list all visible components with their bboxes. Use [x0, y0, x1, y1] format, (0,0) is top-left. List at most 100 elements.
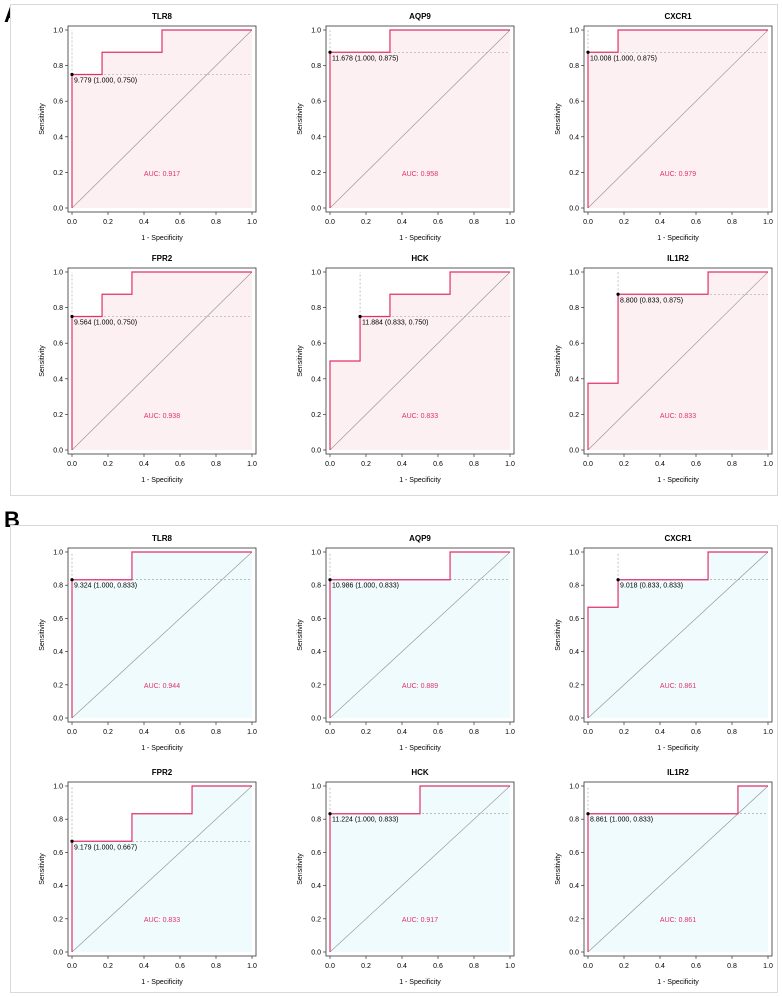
plot-frame	[325, 267, 515, 455]
best-point-marker	[328, 50, 332, 54]
x-axis-label: 1 - Specificity	[399, 235, 441, 242]
y-tick-label: 0.4	[53, 883, 63, 890]
y-axis-label: Sensitivity	[555, 853, 562, 885]
roc-svg: IL1R2 8.861 (1.000, 0.833) AUC: 0.861 0.0 0.…	[555, 768, 773, 986]
x-tick-label: 0.2	[103, 729, 113, 736]
y-tick-label: 0.8	[311, 305, 321, 312]
x-tick-label: 0.8	[469, 963, 479, 970]
y-axis-label: Sensitivity	[297, 103, 304, 135]
chart-title: FPR2	[152, 254, 173, 263]
x-tick-label: 0.4	[655, 219, 665, 226]
auc-label: AUC: 0.861	[660, 917, 696, 924]
plot-frame	[325, 781, 515, 957]
x-tick-label: 1.0	[247, 219, 257, 226]
y-axis-label: Sensitivity	[555, 103, 562, 135]
y-axis-label: Sensitivity	[39, 103, 46, 135]
chart-title: FPR2	[152, 768, 173, 777]
best-point-marker	[328, 578, 332, 582]
y-tick-label: 0.6	[569, 99, 579, 106]
best-point-label: 10.986 (1.000, 0.833)	[332, 583, 399, 590]
y-axis-label: Sensitivity	[555, 345, 562, 377]
x-tick-label: 0.4	[139, 461, 149, 468]
y-tick-label: 0.2	[311, 916, 321, 923]
roc-svg: AQP9 11.678 (1.000, 0.875) AUC: 0.958 0.0 0.…	[297, 12, 515, 242]
y-axis-label: Sensitivity	[39, 853, 46, 885]
y-tick-label: 0.8	[53, 583, 63, 590]
best-point-marker	[616, 292, 620, 296]
y-tick-label: 1.0	[53, 550, 63, 557]
roc-curve-line	[329, 271, 510, 450]
roc-chart-b-cxcr1: CXCR1 9.018 (0.833, 0.833) AUC: 0.861 0.0 0.…	[536, 528, 782, 756]
plot-frame	[325, 25, 515, 213]
x-tick-label: 0.0	[325, 729, 335, 736]
x-tick-label: 0.2	[103, 461, 113, 468]
diagonal-reference-line	[71, 29, 253, 209]
y-tick-label: 0.2	[53, 916, 63, 923]
y-tick-label: 0.0	[569, 950, 579, 957]
best-point-label: 10.008 (1.000, 0.875)	[590, 55, 657, 62]
auc-label: AUC: 0.861	[660, 683, 696, 690]
x-tick-label: 0.4	[655, 461, 665, 468]
y-tick-label: 0.4	[311, 649, 321, 656]
auc-label: AUC: 0.833	[402, 413, 438, 420]
y-tick-label: 1.0	[53, 270, 63, 277]
y-tick-label: 1.0	[569, 784, 579, 791]
y-tick-label: 0.6	[53, 850, 63, 857]
y-tick-label: 0.0	[53, 206, 63, 213]
x-tick-label: 0.0	[583, 219, 593, 226]
x-tick-label: 0.0	[583, 729, 593, 736]
y-tick-label: 0.0	[53, 716, 63, 723]
roc-chart-b-il1r2: IL1R2 8.861 (1.000, 0.833) AUC: 0.861 0.0 0.…	[536, 762, 782, 990]
best-point-label: 11.884 (0.833, 0.750)	[362, 320, 428, 327]
best-point-label: 9.179 (1.000, 0.667)	[74, 844, 137, 851]
x-tick-label: 1.0	[763, 219, 773, 226]
x-axis-label: 1 - Specificity	[141, 477, 183, 484]
best-point-label: 9.564 (1.000, 0.750)	[74, 320, 137, 327]
x-tick-label: 0.2	[619, 729, 629, 736]
y-tick-label: 0.6	[311, 341, 321, 348]
diagonal-reference-line	[587, 551, 769, 719]
roc-svg: CXCR1 10.008 (1.000, 0.875) AUC: 0.979 0.0 0…	[555, 12, 773, 242]
x-tick-label: 0.4	[397, 461, 407, 468]
y-tick-label: 0.8	[569, 63, 579, 70]
x-tick-label: 0.0	[325, 461, 335, 468]
diagonal-reference-line	[587, 271, 769, 451]
x-tick-label: 0.2	[619, 461, 629, 468]
x-tick-label: 1.0	[247, 729, 257, 736]
roc-chart-b-tlr8: TLR8 9.324 (1.000, 0.833) AUC: 0.944 0.0 0.2…	[20, 528, 270, 756]
chart-title: IL1R2	[667, 254, 689, 263]
y-tick-label: 0.6	[53, 99, 63, 106]
y-tick-label: 0.4	[569, 883, 579, 890]
x-axis-label: 1 - Specificity	[141, 235, 183, 242]
x-tick-label: 0.8	[211, 461, 221, 468]
x-tick-label: 0.2	[361, 461, 371, 468]
x-tick-label: 0.4	[139, 729, 149, 736]
best-point-marker	[358, 314, 362, 319]
roc-chart-a-fpr2: FPR2 9.564 (1.000, 0.750) AUC: 0.938 0.0 0.2…	[20, 248, 270, 488]
x-tick-label: 0.4	[397, 963, 407, 970]
y-tick-label: 0.4	[53, 376, 63, 383]
x-tick-label: 0.2	[361, 219, 371, 226]
x-tick-label: 0.2	[361, 963, 371, 970]
auc-label: AUC: 0.958	[402, 171, 438, 178]
x-axis-label: 1 - Specificity	[399, 745, 441, 752]
plot-frame	[67, 781, 257, 957]
y-axis-label: Sensitivity	[39, 619, 46, 651]
y-tick-label: 0.4	[53, 649, 63, 656]
plot-frame	[67, 267, 257, 455]
x-tick-label: 0.6	[433, 219, 443, 226]
chart-title: TLR8	[152, 12, 173, 21]
roc-curve-line	[329, 785, 510, 952]
y-tick-label: 1.0	[311, 784, 321, 791]
x-tick-label: 0.6	[175, 729, 185, 736]
x-tick-label: 0.2	[619, 219, 629, 226]
x-tick-label: 0.8	[727, 729, 737, 736]
x-tick-label: 0.8	[211, 963, 221, 970]
plot-frame	[583, 267, 773, 455]
roc-chart-b-aqp9: AQP9 10.986 (1.000, 0.833) AUC: 0.889 0.0 0.…	[278, 528, 528, 756]
x-axis-label: 1 - Specificity	[141, 979, 183, 986]
plot-frame	[583, 547, 773, 723]
y-tick-label: 1.0	[311, 270, 321, 277]
x-tick-label: 1.0	[763, 963, 773, 970]
best-point-marker	[70, 578, 74, 582]
